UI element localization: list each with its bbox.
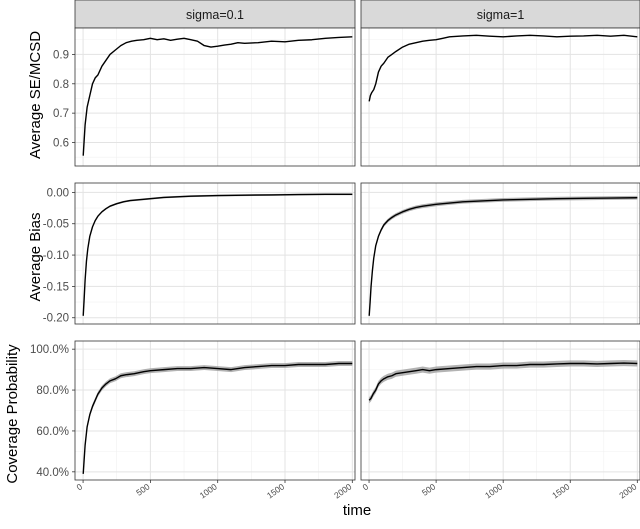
y-axis-title: Coverage Probability <box>4 344 21 484</box>
y-tick-label: -0.05 <box>43 219 69 231</box>
panel-border <box>74 27 356 167</box>
y-axis-title: Average Bias <box>27 213 44 302</box>
panel-border <box>74 182 356 325</box>
y-tick-label: 0.7 <box>53 108 69 120</box>
panel-border <box>74 340 356 481</box>
y-tick-label: 0.6 <box>53 138 69 150</box>
panel <box>360 27 640 167</box>
panel: 40.0% 60.0% 80.0% 100.0% 0 500 1000 1500 2000 <box>30 340 356 500</box>
series-line <box>368 362 638 401</box>
series-line <box>82 193 353 316</box>
x-axis-title: time <box>343 502 371 519</box>
y-tick-label: 0.9 <box>53 49 69 61</box>
y-tick-label: 100.0% <box>30 344 69 356</box>
panel: 0.00 -0.05 -0.10 -0.15 -0.20 <box>43 182 356 325</box>
y-axis-title: Average SE/MCSD <box>27 31 44 159</box>
y-tick-label: 40.0% <box>36 467 69 479</box>
series-line <box>368 34 638 102</box>
facet-strips: sigma=0.1 sigma=1 <box>74 0 640 29</box>
chart-panels: 0.6 0.7 0.8 0.9 0.00 -0.05 -0.10 -0.15 -0.20 40.0… <box>30 27 640 500</box>
panel: 0.6 0.7 0.8 0.9 <box>53 27 356 167</box>
facet-strip-background <box>74 0 356 29</box>
x-tick-label: 1000 <box>483 481 504 500</box>
y-axis-titles: Average SE/MCSD Average Bias Coverage Pr… <box>4 31 44 484</box>
x-tick-label: 0 <box>75 481 85 492</box>
x-tick-label: 1500 <box>550 481 571 500</box>
x-tick-label: 2000 <box>332 481 353 500</box>
facet-strip-label: sigma=0.1 <box>186 8 244 22</box>
y-tick-label: 60.0% <box>36 426 69 438</box>
series-line <box>368 197 638 316</box>
x-tick-label: 0 <box>361 481 371 492</box>
series-line <box>82 362 353 474</box>
facet-strip-background <box>360 0 640 29</box>
panel: 0 500 1000 1500 2000 <box>360 340 640 500</box>
y-tick-label: -0.20 <box>43 313 69 325</box>
y-tick-label: 80.0% <box>36 385 69 397</box>
x-tick-label: 500 <box>420 481 438 497</box>
y-tick-label: -0.10 <box>43 250 69 262</box>
facet-strip-label: sigma=1 <box>477 8 525 22</box>
panel-border <box>360 27 640 167</box>
panel <box>360 182 640 325</box>
x-tick-label: 2000 <box>617 481 638 500</box>
y-tick-label: -0.15 <box>43 281 69 293</box>
x-tick-label: 1500 <box>265 481 286 500</box>
panel-border <box>360 340 640 481</box>
series-line <box>82 36 353 156</box>
x-tick-label: 500 <box>134 481 152 497</box>
confidence-band <box>369 360 638 404</box>
panel-background <box>361 183 640 324</box>
x-tick-label: 1000 <box>198 481 219 500</box>
y-tick-label: 0.00 <box>47 187 69 199</box>
panel-border <box>360 182 640 325</box>
panel-background <box>75 183 355 324</box>
y-tick-label: 0.8 <box>53 79 69 91</box>
